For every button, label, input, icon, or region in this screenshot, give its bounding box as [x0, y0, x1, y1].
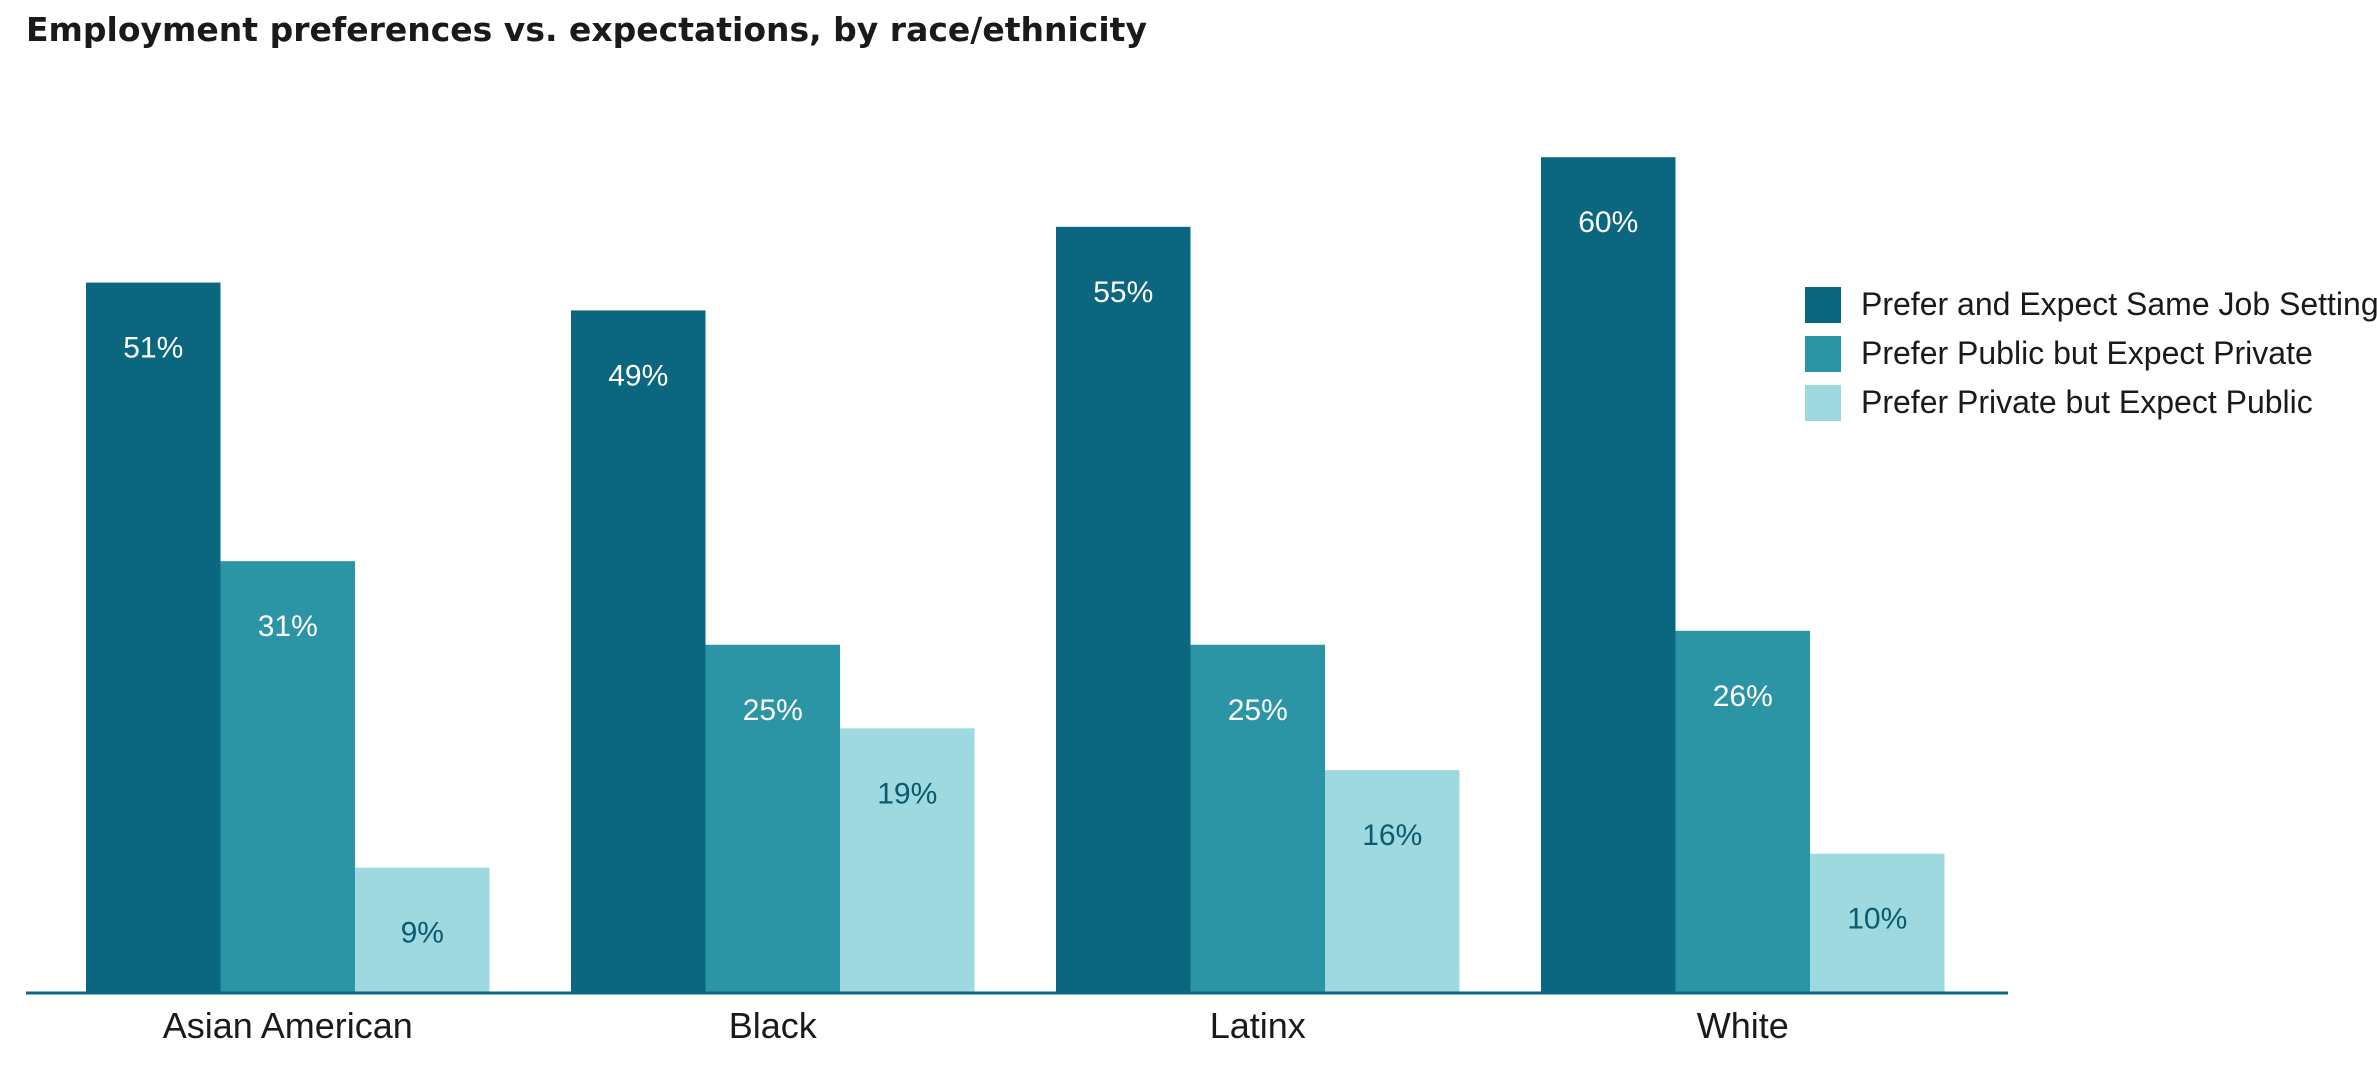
data-label: 19% — [877, 777, 937, 810]
data-label: 16% — [1362, 819, 1422, 852]
legend-item: Prefer Public but Expect Private — [1805, 329, 2377, 378]
legend-swatch — [1805, 384, 1841, 421]
category-label: Asian American — [163, 1005, 413, 1046]
legend-label: Prefer Public but Expect Private — [1861, 335, 2313, 371]
legend-label: Prefer and Expect Same Job Setting — [1861, 286, 2377, 322]
bar-latinx-series-1 — [1056, 226, 1191, 994]
data-label: 55% — [1093, 276, 1153, 309]
data-label: 25% — [1228, 694, 1288, 727]
bar-white-series-3 — [1810, 853, 1945, 993]
data-label: 31% — [258, 610, 318, 643]
bar-asian-american-series-3 — [355, 867, 490, 993]
data-label: 51% — [123, 332, 183, 365]
bars-layer — [86, 157, 1945, 994]
chart-title: Employment preferences vs. expectations,… — [26, 10, 1147, 49]
bar-white-series-2 — [1675, 630, 1810, 993]
bar-white-series-1 — [1541, 157, 1676, 993]
bar-latinx-series-2 — [1190, 644, 1325, 993]
data-label: 25% — [743, 694, 803, 727]
bar-black-series-1 — [571, 310, 706, 993]
data-label: 9% — [401, 917, 444, 950]
data-label: 60% — [1578, 206, 1638, 239]
legend-swatch — [1805, 286, 1841, 323]
data-label: 10% — [1847, 903, 1907, 936]
category-label: Black — [729, 1005, 818, 1046]
legend: Prefer and Expect Same Job Setting Prefer… — [1805, 280, 2377, 427]
category-label: White — [1697, 1005, 1789, 1046]
bar-latinx-series-3 — [1325, 770, 1460, 993]
legend-item: Prefer and Expect Same Job Setting — [1805, 280, 2377, 329]
category-label: Latinx — [1210, 1005, 1306, 1046]
bar-black-series-3 — [840, 728, 975, 993]
labels-layer: 51% 31% 9% 49% 25% 19% 55% 25% 16% 60% 26% 10% — [123, 206, 1907, 949]
legend-swatch — [1805, 335, 1841, 372]
category-labels: Asian American Black Latinx White — [163, 1005, 1789, 1046]
data-label: 26% — [1713, 680, 1773, 713]
legend-label: Prefer Private but Expect Public — [1861, 384, 2313, 420]
bar-black-series-2 — [705, 644, 840, 993]
bar-asian-american-series-1 — [86, 282, 221, 993]
data-label: 49% — [608, 359, 668, 392]
bar-asian-american-series-2 — [220, 561, 355, 993]
legend-item: Prefer Private but Expect Public — [1805, 378, 2377, 427]
